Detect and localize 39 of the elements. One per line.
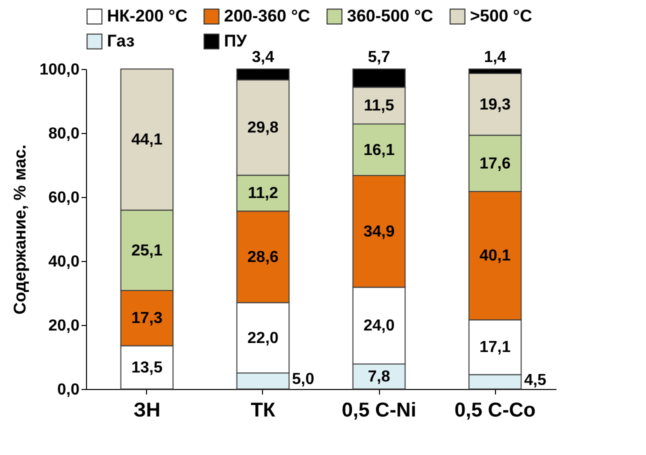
legend-label: 200-360 °С	[224, 6, 310, 26]
legend-label: ПУ	[224, 32, 248, 50]
y-tick-label: 40,0	[48, 254, 80, 270]
data-label: 1,4	[484, 49, 506, 66]
legend-label: 360-500 °С	[347, 6, 434, 26]
data-label: 16,1	[363, 142, 395, 159]
data-label: 13,5	[131, 359, 163, 376]
x-tick-label: 0,5 С-Co	[454, 400, 536, 422]
y-tick-label: 60,0	[48, 190, 80, 206]
data-label: 3,4	[252, 49, 274, 66]
y-tick-label: 20,0	[48, 318, 80, 334]
data-label: 17,3	[131, 310, 163, 328]
data-label: 44,1	[131, 132, 163, 149]
legend-label: >500 °С	[470, 6, 532, 26]
data-label: 40,1	[480, 248, 511, 265]
data-label: 17,1	[480, 339, 511, 356]
data-label: 7,8	[368, 368, 390, 386]
data-label: 28,6	[247, 248, 279, 266]
data-label: 29,8	[247, 120, 279, 137]
data-label: 25,1	[131, 242, 163, 260]
legend-label: Газ	[107, 32, 135, 50]
data-label: 11,2	[248, 185, 278, 202]
data-label: 4,5	[524, 372, 546, 389]
y-tick-label: 80,0	[48, 126, 80, 142]
data-label: 19,3	[480, 96, 511, 114]
data-label: 34,9	[363, 223, 395, 240]
x-tick-label: 0,5 С-Ni	[342, 400, 416, 422]
data-label: 11,5	[364, 98, 394, 115]
legend-label: НК-200 °С	[107, 6, 188, 26]
x-tick-label: ТК	[250, 400, 276, 422]
data-label: 24,0	[363, 318, 395, 335]
y-axis-title: Содержание, % мас.	[10, 144, 30, 314]
data-label: 22,0	[247, 330, 279, 347]
y-tick-label: 100,0	[39, 62, 80, 78]
data-label: 17,6	[480, 155, 511, 172]
data-label: 5,0	[292, 371, 314, 388]
y-tick-label: 0,0	[57, 382, 80, 398]
x-tick-label: ЗН	[133, 400, 160, 422]
data-label: 5,7	[368, 49, 390, 66]
